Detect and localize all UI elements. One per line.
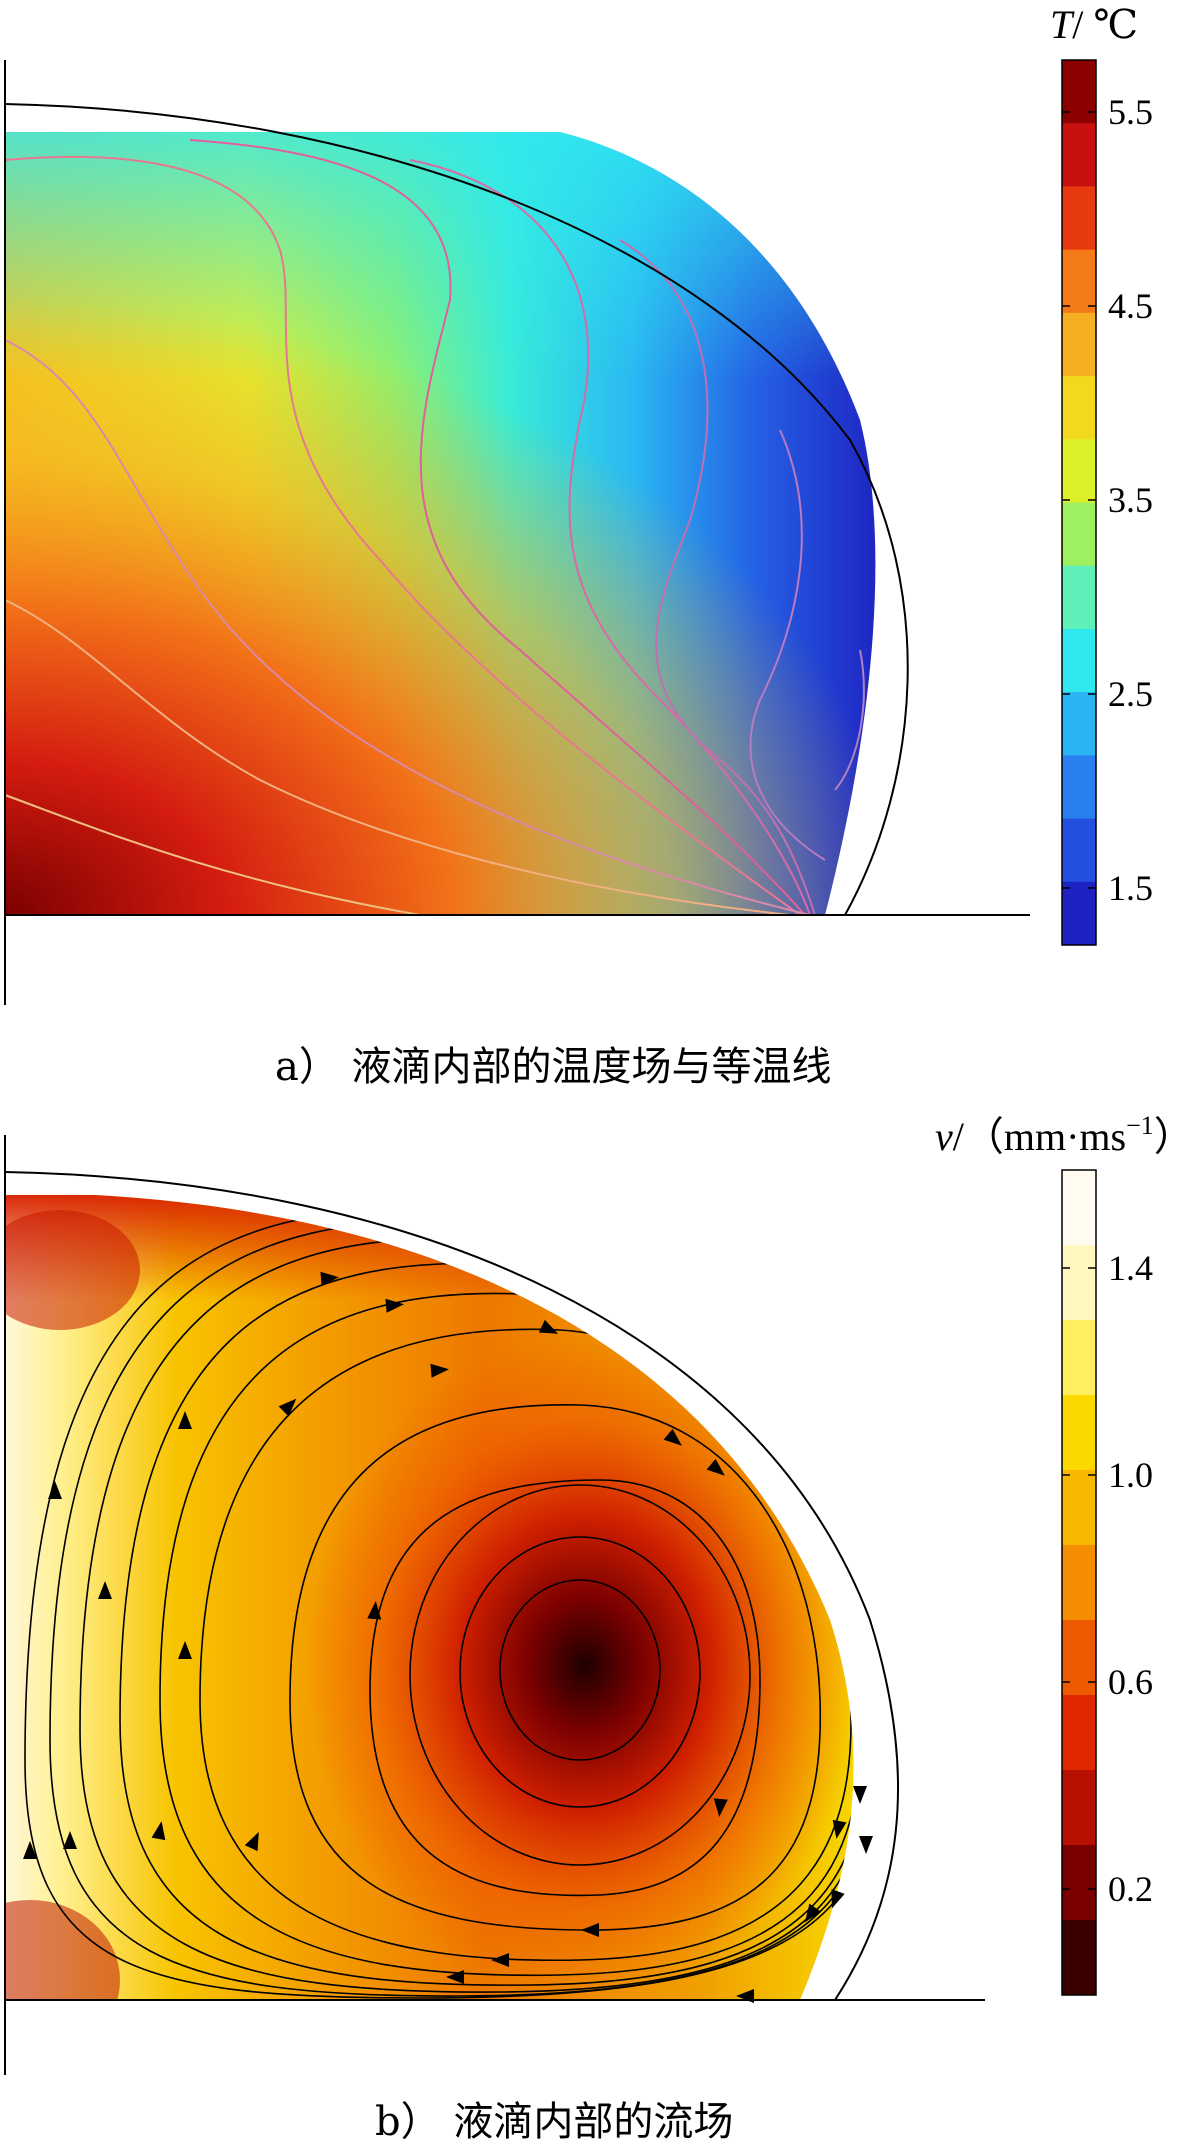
- temperature-colorbar: 5.5 4.5 3.5 2.5 1.5 T/ ℃: [1050, 2, 1153, 946]
- colorbar-band: [1062, 1770, 1096, 1846]
- flow-arrow: [804, 1903, 821, 1923]
- colorbar-band: [1062, 692, 1096, 756]
- colorbar-band: [1062, 312, 1096, 377]
- isotherm-line: [5, 155, 801, 915]
- flow-arrow: [713, 1798, 728, 1817]
- colorbar-tick-label: 0.2: [1108, 1869, 1153, 1909]
- flow-arrow: [706, 1458, 725, 1476]
- colorbar-band: [1062, 1695, 1096, 1771]
- colorbar-band: [1062, 502, 1096, 567]
- flow-arrow: [491, 1953, 509, 1967]
- colorbar-band: [1062, 755, 1096, 820]
- streamline: [119, 1262, 854, 1986]
- flow-arrow: [48, 1481, 62, 1499]
- panel-b-flow-field: 1.4 1.0 0.6 0.2 v/（mm·ms−1） b） 液滴内部的流场: [4, 1111, 1194, 2145]
- flow-arrow: [178, 1641, 192, 1659]
- colorbar-band: [1062, 818, 1096, 883]
- colorbar-tick-label: 3.5: [1108, 480, 1153, 520]
- colorbar-tick-label: 4.5: [1108, 286, 1153, 326]
- caption-b: b） 液滴内部的流场: [375, 2099, 733, 2145]
- colorbar-band: [1062, 1170, 1096, 1246]
- colorbar-band: [1062, 60, 1096, 124]
- flow-arrow: [853, 1786, 867, 1804]
- colorbar-ticks: 5.5 4.5 3.5 2.5 1.5: [1062, 92, 1153, 908]
- colorbar-band: [1062, 1620, 1096, 1696]
- colorbar-band: [1062, 1470, 1096, 1546]
- streamline: [79, 1237, 854, 1993]
- flow-arrow: [446, 1970, 464, 1984]
- colorbar-title: T/ ℃: [1050, 2, 1138, 47]
- colorbar-band: [1062, 186, 1096, 251]
- colorbar-tick-label: 1.0: [1108, 1455, 1153, 1495]
- colorbar-band: [1062, 1245, 1096, 1321]
- flow-arrow: [320, 1271, 339, 1286]
- colorbar-title: v/（mm·ms−1）: [935, 1111, 1194, 1159]
- droplet-outer-boundary: [4, 1171, 900, 2001]
- colorbar-frame: [1061, 1169, 1097, 1996]
- colorbar-tick-label: 1.5: [1108, 868, 1153, 908]
- flow-arrow: [538, 1319, 559, 1334]
- colorbar-swatches: [1062, 60, 1096, 946]
- streamline: [499, 1579, 661, 1761]
- colorbar-band: [1062, 881, 1096, 946]
- colorbar-band: [1062, 1845, 1096, 1921]
- droplet-outer-boundary: [4, 103, 909, 916]
- flow-arrow: [859, 1836, 873, 1854]
- flow-arrow: [98, 1581, 112, 1599]
- colorbar-tick-label: 5.5: [1108, 92, 1153, 132]
- colorbar-band: [1062, 1320, 1096, 1396]
- colorbar-frame: [1061, 59, 1097, 946]
- colorbar-band: [1062, 628, 1096, 693]
- colorbar-band: [1062, 123, 1096, 187]
- flow-arrow: [178, 1411, 192, 1429]
- streamline: [159, 1292, 854, 1977]
- flow-arrow: [367, 1601, 382, 1620]
- colorbar-band: [1062, 565, 1096, 630]
- colorbar-tick-label: 2.5: [1108, 674, 1153, 714]
- streamline: [24, 1208, 854, 1999]
- isotherm-line: [409, 159, 811, 915]
- isotherm-line: [619, 239, 816, 915]
- isotherm-line: [5, 794, 421, 915]
- streamline: [409, 1484, 751, 1866]
- colorbar-band: [1062, 249, 1096, 314]
- panel-a-temperature-field: 5.5 4.5 3.5 2.5 1.5 T/ ℃ a） 液滴内部的温度场与等温线: [4, 2, 1153, 1090]
- flow-arrow: [831, 1889, 845, 1909]
- streamline: [289, 1404, 822, 1931]
- velocity-colorbar: 1.4 1.0 0.6 0.2 v/（mm·ms−1）: [935, 1111, 1194, 1996]
- isotherm-line: [5, 599, 791, 915]
- colorbar-swatches: [1062, 1170, 1096, 1996]
- streamline: [369, 1479, 761, 1897]
- isotherm-line: [834, 649, 865, 791]
- isotherm-line: [749, 429, 826, 861]
- colorbar-band: [1062, 439, 1096, 503]
- isotherm-line: [5, 339, 811, 915]
- flow-arrow: [385, 1298, 404, 1313]
- flow-arrow: [23, 1841, 37, 1859]
- colorbar-tick-label: 0.6: [1108, 1662, 1153, 1702]
- flow-arrow: [244, 1831, 259, 1852]
- colorbar-ticks: 1.4 1.0 0.6 0.2: [1062, 1248, 1153, 1909]
- flow-arrow: [278, 1398, 297, 1417]
- colorbar-band: [1062, 1395, 1096, 1471]
- colorbar-tick-label: 1.4: [1108, 1248, 1153, 1288]
- streamline: [459, 1536, 701, 1808]
- flow-arrow: [581, 1923, 599, 1937]
- flow-arrows: [23, 1271, 873, 2003]
- velocity-color-map: [5, 1195, 854, 2000]
- isotherms: [5, 139, 865, 915]
- flow-arrow: [663, 1428, 682, 1446]
- caption-a: a） 液滴内部的温度场与等温线: [275, 1044, 832, 1090]
- streamline: [49, 1219, 854, 1997]
- colorbar-band: [1062, 1545, 1096, 1621]
- colorbar-band: [1062, 376, 1096, 440]
- flow-arrow: [63, 1831, 77, 1849]
- isotherm-line: [189, 139, 806, 915]
- flow-arrow: [430, 1363, 449, 1378]
- colorbar-band: [1062, 1920, 1096, 1996]
- flow-arrow: [832, 1819, 847, 1839]
- flow-arrow: [151, 1821, 166, 1841]
